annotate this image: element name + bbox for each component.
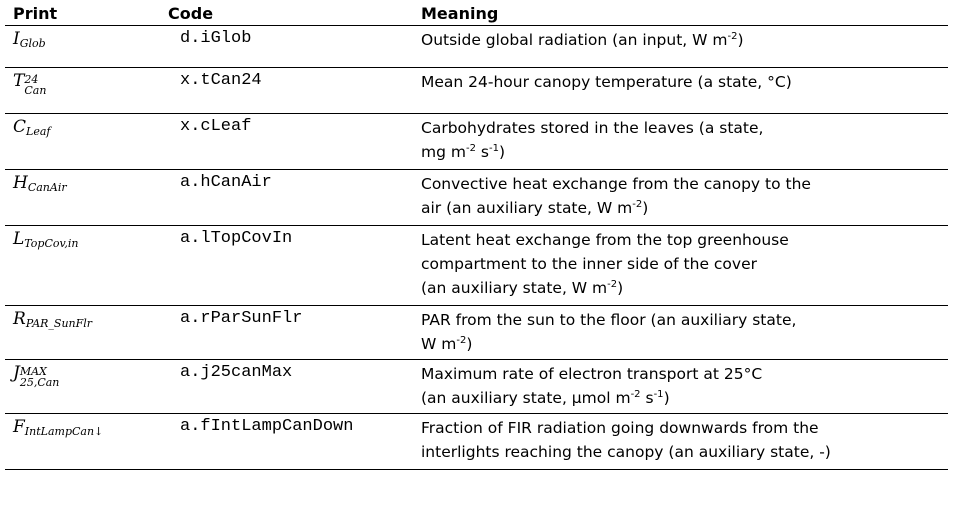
code-name: x.tCan24 — [160, 67, 413, 114]
header-print: Print — [5, 0, 160, 26]
variable-table: Print Code Meaning IGlob d.iGlob Outside… — [5, 0, 948, 470]
table-row: J MAX 25,Can a.j25canMax Maximum rate of e… — [5, 359, 948, 414]
meaning-text: Convective heat exchange from the canopy… — [413, 169, 948, 226]
print-symbol: LTopCov,in — [5, 225, 160, 306]
code-name: a.lTopCovIn — [160, 225, 413, 306]
table-row: LTopCov,in a.lTopCovIn Latent heat excha… — [5, 225, 948, 306]
table-row: CLeaf x.cLeaf Carbohydrates stored in th… — [5, 113, 948, 170]
meaning-text: Carbohydrates stored in the leaves (a st… — [413, 113, 948, 170]
print-symbol: IGlob — [5, 25, 160, 68]
meaning-text: Latent heat exchange from the top greenh… — [413, 225, 948, 306]
print-symbol: RPAR_SunFlr — [5, 305, 160, 360]
code-name: x.cLeaf — [160, 113, 413, 170]
code-name: a.fIntLampCanDown — [160, 413, 413, 470]
code-name: a.hCanAir — [160, 169, 413, 226]
print-symbol: CLeaf — [5, 113, 160, 170]
table-row: FIntLampCan↓ a.fIntLampCanDown Fraction … — [5, 413, 948, 470]
meaning-text: Maximum rate of electron transport at 25… — [413, 359, 948, 414]
code-name: d.iGlob — [160, 25, 413, 68]
print-symbol: HCanAir — [5, 169, 160, 226]
meaning-text: Fraction of FIR radiation going downward… — [413, 413, 948, 470]
print-symbol: J MAX 25,Can — [5, 359, 160, 414]
table-row: T 24 Can x.tCan24 Mean 24-hour canopy temp… — [5, 67, 948, 114]
meaning-text: Outside global radiation (an input, W m-… — [413, 25, 948, 68]
table-row: HCanAir a.hCanAir Convective heat exchan… — [5, 169, 948, 226]
print-symbol: FIntLampCan↓ — [5, 413, 160, 470]
code-name: a.rParSunFlr — [160, 305, 413, 360]
header-row: Print Code Meaning — [5, 0, 948, 26]
header-meaning: Meaning — [413, 0, 948, 26]
header-code: Code — [160, 0, 413, 26]
meaning-text: PAR from the sun to the floor (an auxili… — [413, 305, 948, 360]
meaning-text: Mean 24-hour canopy temperature (a state… — [413, 67, 948, 114]
table-row: IGlob d.iGlob Outside global radiation (… — [5, 25, 948, 68]
print-symbol: T 24 Can — [5, 67, 160, 114]
table-row: RPAR_SunFlr a.rParSunFlr PAR from the su… — [5, 305, 948, 360]
code-name: a.j25canMax — [160, 359, 413, 414]
